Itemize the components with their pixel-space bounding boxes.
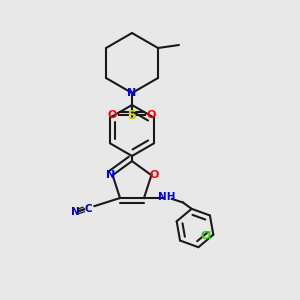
Text: O: O bbox=[147, 110, 156, 121]
Text: O: O bbox=[108, 110, 117, 121]
Text: S: S bbox=[128, 109, 136, 122]
Text: N: N bbox=[128, 88, 136, 98]
Text: Cl: Cl bbox=[200, 231, 212, 241]
Text: C: C bbox=[85, 203, 92, 214]
Text: O: O bbox=[149, 170, 158, 180]
Text: NH: NH bbox=[158, 191, 175, 202]
Text: N: N bbox=[71, 207, 80, 217]
Text: N: N bbox=[106, 170, 116, 180]
